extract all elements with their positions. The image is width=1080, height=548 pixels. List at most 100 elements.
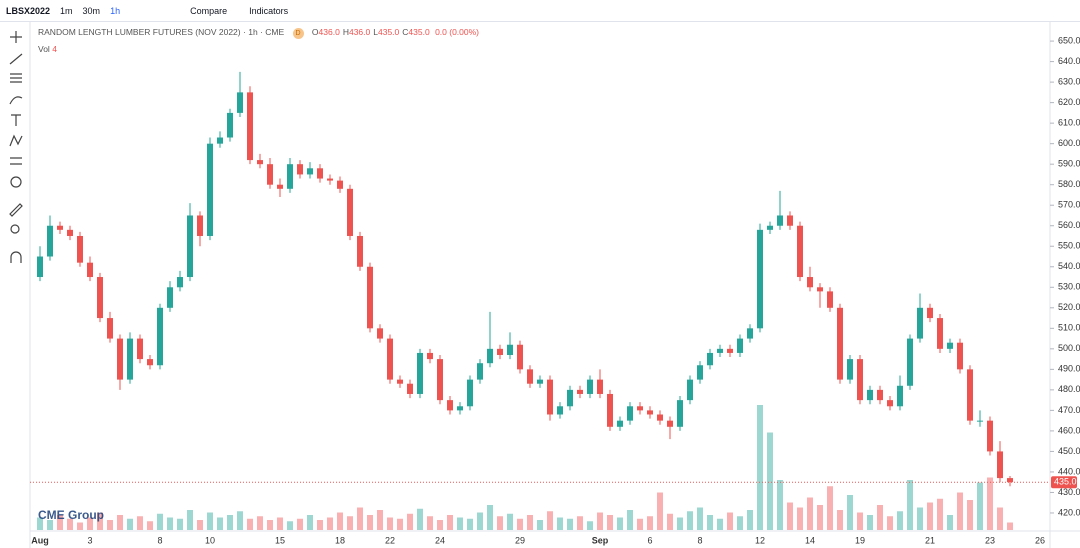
indicators-button[interactable]: Indicators: [249, 5, 289, 16]
volume-bar: [797, 507, 803, 530]
volume-bar: [987, 477, 993, 530]
volume-bar: [557, 517, 563, 530]
candle-body: [637, 406, 643, 411]
y-tick-label: 420.0: [1058, 507, 1080, 517]
candle-body: [707, 352, 713, 366]
candle-body: [407, 383, 413, 394]
brush-tool[interactable]: [9, 96, 23, 105]
x-tick-label: 10: [205, 535, 215, 545]
zoom-tool[interactable]: [10, 224, 20, 234]
volume-bar: [307, 515, 313, 530]
y-tick-label: 480.0: [1058, 384, 1080, 394]
candle-body: [867, 389, 873, 401]
symbol[interactable]: LBSX2022: [6, 5, 51, 16]
candle-body: [177, 277, 183, 288]
fib-tool[interactable]: [10, 73, 22, 83]
volume-bar: [367, 515, 373, 530]
candle-body: [797, 225, 803, 278]
volume-bar: [517, 518, 523, 530]
volume-bar: [667, 513, 673, 530]
crosshair-tool[interactable]: [10, 31, 22, 43]
volume-bar: [97, 512, 103, 530]
ohlc-value: 436.0: [348, 27, 371, 37]
volume-bar: [487, 505, 493, 530]
candle-body: [227, 112, 233, 138]
volume-bar: [937, 498, 943, 530]
x-tick-label: 15: [275, 535, 285, 545]
measure-tool[interactable]: [10, 157, 22, 165]
volume-value: 4: [52, 44, 57, 54]
volume-bar: [297, 518, 303, 530]
candle-body: [897, 385, 903, 407]
volume-bar: [657, 492, 663, 530]
candle-body: [627, 406, 633, 421]
x-tick-label: 21: [925, 535, 935, 545]
volume-bar: [397, 518, 403, 530]
compare-button[interactable]: Compare: [190, 5, 228, 16]
volume-bar: [787, 502, 793, 530]
candle-body: [327, 178, 333, 181]
interval[interactable]: 30m: [82, 5, 101, 16]
candle-body: [317, 168, 323, 179]
candle-body: [427, 352, 433, 360]
candle-body: [477, 363, 483, 380]
exchange: CME: [265, 27, 285, 37]
candle-body: [697, 365, 703, 380]
volume-bar: [117, 515, 123, 530]
candle-body: [667, 420, 673, 427]
volume-bar: [637, 518, 643, 530]
candle-body: [917, 307, 923, 339]
candle-body: [37, 256, 43, 278]
volume-bar: [127, 518, 133, 530]
candle-body: [167, 287, 173, 308]
candle-body: [77, 235, 83, 263]
volume-bar: [817, 505, 823, 530]
candle-body: [127, 338, 133, 380]
volume-bar: [707, 515, 713, 530]
candle-body: [537, 379, 543, 384]
candle-body: [57, 225, 63, 230]
candle-body: [1007, 478, 1013, 483]
volume-bar: [497, 516, 503, 530]
volume-bar: [577, 516, 583, 530]
trend-line-tool[interactable]: [9, 53, 23, 65]
candle-body: [287, 164, 293, 189]
volume-bar: [947, 515, 953, 530]
volume-bar: [347, 516, 353, 530]
volume-bar: [227, 515, 233, 530]
candle-body: [907, 338, 913, 386]
candle-body: [157, 307, 163, 366]
candle-body: [957, 342, 963, 370]
candle-body: [497, 348, 503, 355]
interval[interactable]: 1m: [60, 5, 73, 16]
volume-bar: [337, 512, 343, 530]
volume-bar: [287, 521, 293, 530]
candle-body: [817, 287, 823, 292]
candle-body: [647, 410, 653, 415]
volume-bar: [607, 515, 613, 530]
top-toolbar: LBSX2022 1m 30m 1h Compare Indicators: [0, 0, 1080, 22]
drawing-tools[interactable]: [9, 31, 23, 263]
emoji-tool[interactable]: [10, 176, 22, 188]
magnet-tool[interactable]: [10, 251, 22, 263]
volume-bar: [447, 515, 453, 530]
candle-body: [577, 389, 583, 394]
ruler-tool[interactable]: [9, 203, 23, 217]
y-tick-label: 440.0: [1058, 466, 1080, 476]
interval[interactable]: 1h: [110, 5, 121, 16]
volume-bar: [457, 517, 463, 530]
candle-body: [197, 215, 203, 236]
candle-body: [837, 307, 843, 380]
volume-bar: [197, 520, 203, 530]
volume-bar: [437, 520, 443, 530]
text-tool[interactable]: [11, 114, 21, 126]
pattern-tool[interactable]: [9, 134, 23, 147]
volume-bar: [877, 505, 883, 530]
candle-body: [547, 379, 553, 415]
candle-body: [97, 277, 103, 319]
volume-bar: [677, 517, 683, 530]
volume-bar: [407, 513, 413, 530]
volume-bar: [477, 512, 483, 530]
volume-bar: [587, 521, 593, 530]
y-tick-label: 500.0: [1058, 343, 1080, 353]
